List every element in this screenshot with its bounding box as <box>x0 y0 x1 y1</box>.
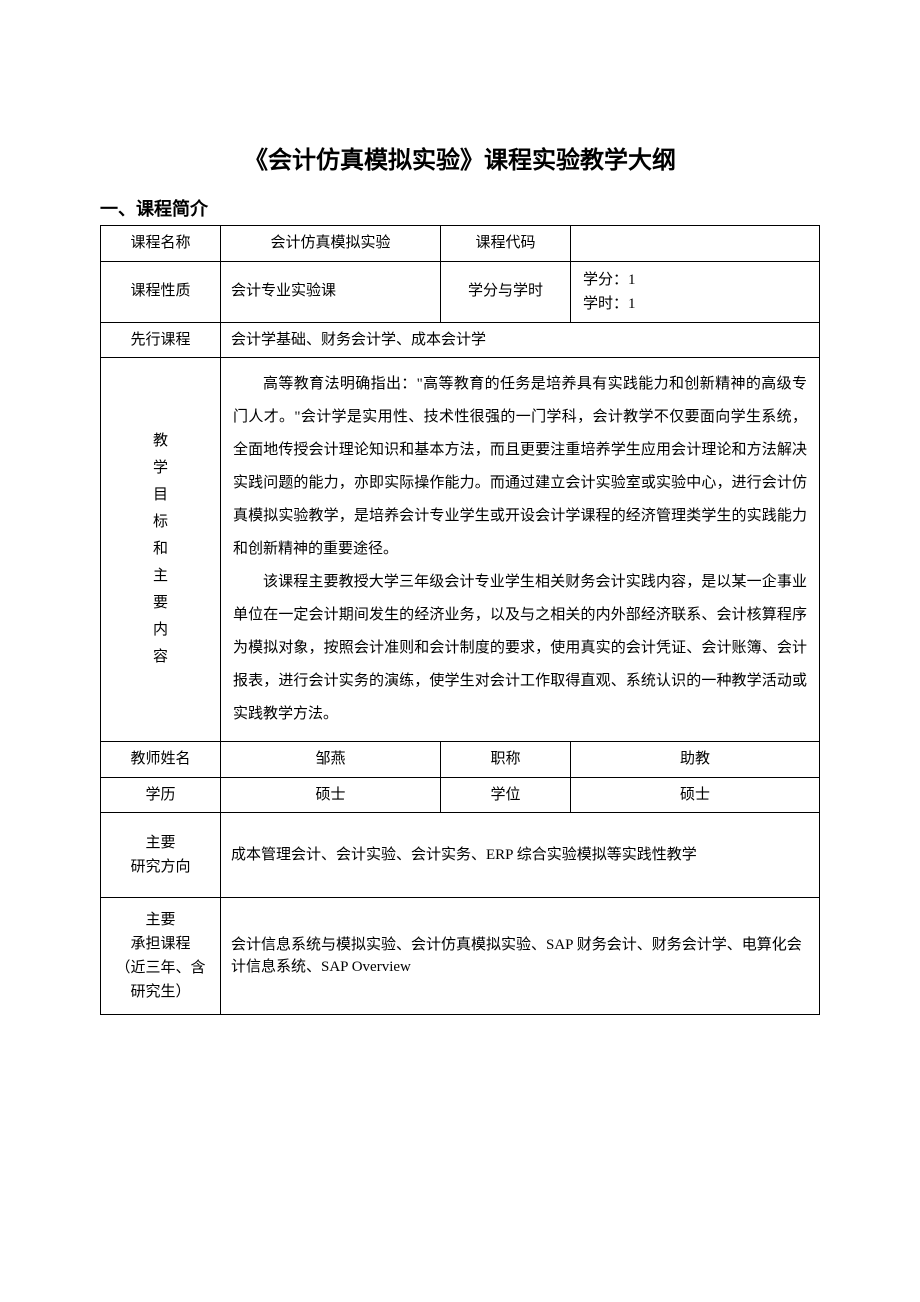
label-line: 承担课程 <box>103 932 218 956</box>
course-code-value <box>571 226 820 262</box>
label-char: 目 <box>109 482 212 509</box>
prerequisite-value: 会计学基础、财务会计学、成本会计学 <box>221 322 820 358</box>
label-char: 学 <box>109 455 212 482</box>
credit-hours-label: 学分与学时 <box>441 261 571 322</box>
degree-label: 学位 <box>441 777 571 813</box>
label-char: 和 <box>109 536 212 563</box>
table-row: 学历 硕士 学位 硕士 <box>101 777 820 813</box>
table-row: 教 学 目 标 和 主 要 内 容 高等教育法明确指出："高等教育的任务是培养具… <box>101 358 820 742</box>
table-row: 主要 研究方向 成本管理会计、会计实验、会计实务、ERP 综合实验模拟等实践性教… <box>101 813 820 898</box>
label-char: 容 <box>109 644 212 671</box>
label-line: （近三年、含 <box>103 956 218 980</box>
degree-value: 硕士 <box>571 777 820 813</box>
objectives-label: 教 学 目 标 和 主 要 内 容 <box>101 358 221 742</box>
research-direction-value: 成本管理会计、会计实验、会计实务、ERP 综合实验模拟等实践性教学 <box>221 813 820 898</box>
hours-line: 学时：1 <box>583 292 811 316</box>
label-line: 主要 <box>105 831 216 855</box>
label-line: 研究生） <box>103 980 218 1004</box>
course-nature-label: 课程性质 <box>101 261 221 322</box>
teacher-name-value: 邹燕 <box>221 742 441 778</box>
courses-taught-value: 会计信息系统与模拟实验、会计仿真模拟实验、SAP 财务会计、财务会计学、电算化会… <box>221 898 820 1015</box>
courses-taught-label: 主要 承担课程 （近三年、含 研究生） <box>101 898 221 1015</box>
course-code-label: 课程代码 <box>441 226 571 262</box>
credit-line: 学分：1 <box>583 268 811 292</box>
table-row: 先行课程 会计学基础、财务会计学、成本会计学 <box>101 322 820 358</box>
label-char: 内 <box>109 617 212 644</box>
label-line: 主要 <box>103 908 218 932</box>
label-char: 标 <box>109 509 212 536</box>
document-title: 《会计仿真模拟实验》课程实验教学大纲 <box>100 140 820 175</box>
prerequisite-label: 先行课程 <box>101 322 221 358</box>
table-row: 教师姓名 邹燕 职称 助教 <box>101 742 820 778</box>
section-heading: 一、课程简介 <box>100 195 820 221</box>
table-row: 主要 承担课程 （近三年、含 研究生） 会计信息系统与模拟实验、会计仿真模拟实验… <box>101 898 820 1015</box>
credit-hours-value: 学分：1 学时：1 <box>571 261 820 322</box>
label-line: 研究方向 <box>105 855 216 879</box>
research-direction-label: 主要 研究方向 <box>101 813 221 898</box>
teacher-name-label: 教师姓名 <box>101 742 221 778</box>
objectives-para2: 该课程主要教授大学三年级会计专业学生相关财务会计实践内容，是以某一企事业单位在一… <box>233 566 807 731</box>
table-row: 课程性质 会计专业实验课 学分与学时 学分：1 学时：1 <box>101 261 820 322</box>
course-name-value: 会计仿真模拟实验 <box>221 226 441 262</box>
course-nature-value: 会计专业实验课 <box>221 261 441 322</box>
education-label: 学历 <box>101 777 221 813</box>
course-info-table: 课程名称 会计仿真模拟实验 课程代码 课程性质 会计专业实验课 学分与学时 学分… <box>100 225 820 1015</box>
label-char: 要 <box>109 590 212 617</box>
title-label: 职称 <box>441 742 571 778</box>
objectives-content: 高等教育法明确指出："高等教育的任务是培养具有实践能力和创新精神的高级专门人才。… <box>221 358 820 742</box>
table-row: 课程名称 会计仿真模拟实验 课程代码 <box>101 226 820 262</box>
course-name-label: 课程名称 <box>101 226 221 262</box>
education-value: 硕士 <box>221 777 441 813</box>
label-char: 教 <box>109 428 212 455</box>
label-char: 主 <box>109 563 212 590</box>
title-value: 助教 <box>571 742 820 778</box>
objectives-para1: 高等教育法明确指出："高等教育的任务是培养具有实践能力和创新精神的高级专门人才。… <box>233 368 807 566</box>
